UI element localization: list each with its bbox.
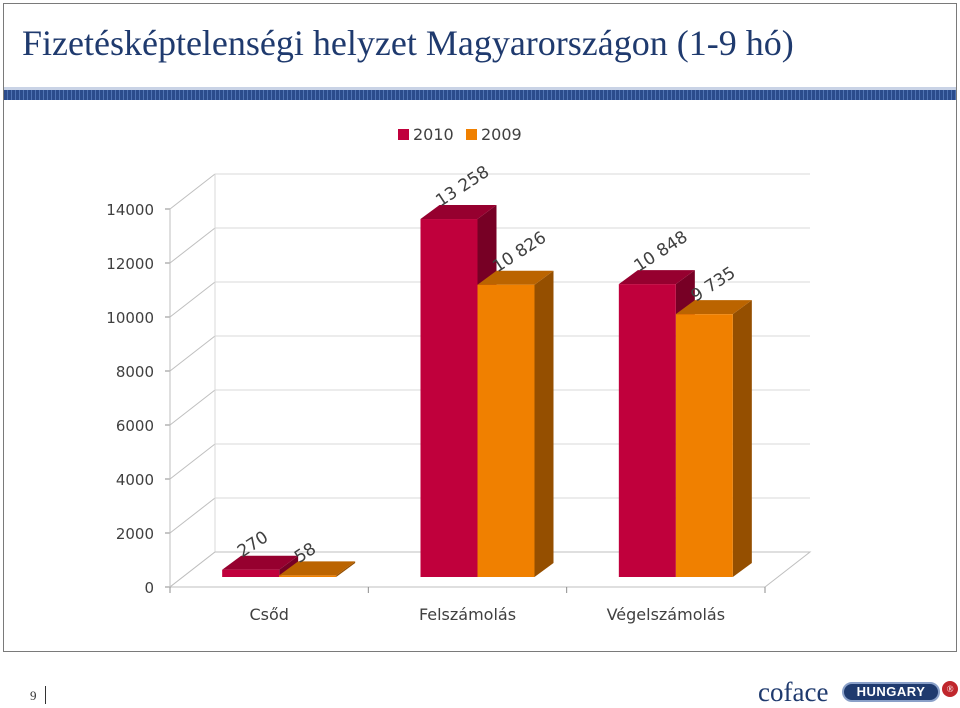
bar-side-2009-1	[534, 270, 554, 577]
y-tick-label: 0	[144, 579, 154, 597]
title-rule	[4, 90, 956, 100]
page-number: 9	[30, 688, 37, 703]
y-tick-label: 12000	[106, 255, 154, 273]
gridline-diagonal	[169, 227, 216, 264]
bar-2010-0	[222, 569, 280, 577]
gridline-diagonal	[169, 497, 216, 534]
bar-side-2009-0	[336, 561, 356, 577]
legend-label-2009: 2009	[481, 125, 522, 144]
data-label-2009-1: 10 826	[489, 228, 550, 277]
category-label: Csőd	[249, 605, 288, 624]
title-rule-highlight	[4, 87, 956, 90]
data-label-2010-1: 13 258	[432, 162, 493, 211]
y-tick-label: 6000	[116, 417, 154, 435]
logo-country-badge: HUNGARY	[842, 682, 940, 702]
bar-top-2009-1	[477, 270, 554, 285]
legend-label-2010: 2010	[413, 125, 454, 144]
bar-side-2009-2	[732, 300, 752, 577]
gridline-diagonal	[169, 173, 216, 210]
y-tick-label: 14000	[106, 201, 154, 219]
bar-2009-0	[279, 575, 337, 577]
bar-top-2010-1	[420, 205, 497, 220]
gridline-diagonal	[169, 335, 216, 372]
y-tick-label: 2000	[116, 525, 154, 543]
bar-side-2010-0	[279, 555, 299, 577]
bar-top-2010-0	[222, 555, 299, 570]
gridline-diagonal	[169, 443, 216, 480]
data-label-2009-2: 9 735	[688, 263, 740, 306]
bar-top-2009-2	[675, 300, 752, 315]
bar-top-2010-2	[618, 270, 695, 285]
category-label: Felszámolás	[419, 605, 516, 624]
bar-2009-1	[477, 284, 535, 577]
legend-swatch-2009	[466, 129, 477, 140]
y-tick-label: 8000	[116, 363, 154, 381]
logo-mark-icon: ®	[942, 681, 958, 697]
category-label: Végelszámolás	[607, 605, 726, 624]
slide-title: Fizetésképtelenségi helyzet Magyarország…	[22, 23, 794, 63]
logo-wordmark: coface	[758, 677, 829, 707]
data-label-2010-2: 10 848	[631, 227, 692, 276]
coface-hungary-logo: coface HUNGARY ®	[758, 677, 958, 707]
bar-top-2009-0	[279, 561, 356, 576]
gridline-diagonal	[169, 281, 216, 318]
y-tick-label: 4000	[116, 471, 154, 489]
bar-2010-2	[618, 284, 676, 577]
page-number-divider	[45, 686, 46, 704]
bar-2010-1	[420, 219, 478, 577]
y-tick-label: 10000	[106, 309, 154, 327]
bar-2009-2	[675, 314, 733, 577]
gridline-diagonal	[169, 389, 216, 426]
legend-swatch-2010	[398, 129, 409, 140]
